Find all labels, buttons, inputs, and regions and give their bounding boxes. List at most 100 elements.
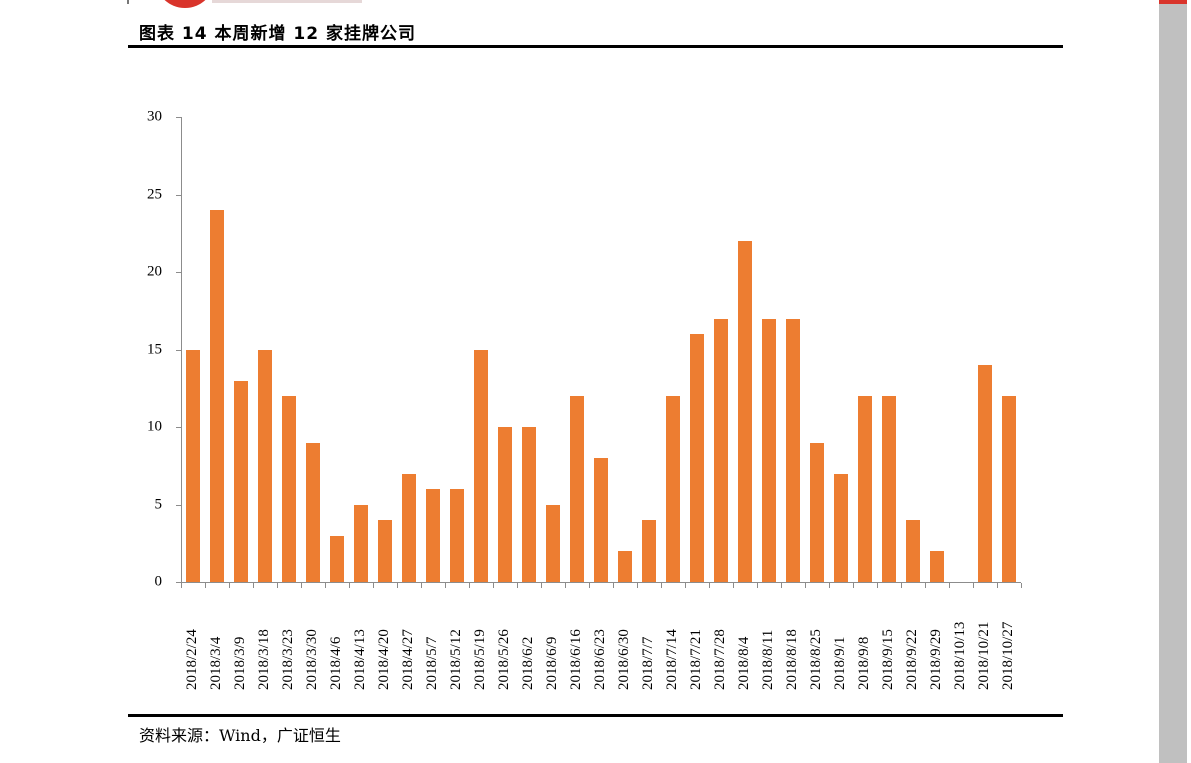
- x-tick-label: 2018/7/7: [640, 636, 656, 690]
- scrollbar-thumb[interactable]: [1159, 0, 1187, 4]
- y-tick-label: 5: [154, 496, 163, 512]
- x-tick-label: 2018/4/20: [376, 629, 392, 690]
- bar: [234, 380, 248, 582]
- x-tick: [829, 583, 830, 588]
- y-tick: [176, 427, 181, 428]
- x-tick-label: 2018/7/14: [664, 629, 680, 690]
- x-tick: [901, 583, 902, 588]
- source-note: 资料来源：Wind，广证恒生: [139, 726, 341, 745]
- bar: [354, 504, 368, 582]
- y-tick: [176, 117, 181, 118]
- bar: [378, 520, 392, 582]
- x-tick: [1021, 583, 1022, 588]
- x-tick: [445, 583, 446, 588]
- x-tick-label: 2018/6/2: [520, 636, 536, 690]
- bar: [546, 504, 560, 582]
- bar: [330, 535, 344, 582]
- x-tick-label: 2018/3/9: [232, 636, 248, 690]
- x-tick: [613, 583, 614, 588]
- x-tick: [757, 583, 758, 588]
- x-tick: [421, 583, 422, 588]
- bar: [810, 442, 824, 582]
- x-tick: [709, 583, 710, 588]
- x-tick: [397, 583, 398, 588]
- bar-chart: 0 5 10 15 20 25 30 2018/2/24 2018/3/4 2018/3/9 201…: [147, 108, 1022, 690]
- x-tick-label: 2018/3/30: [304, 629, 320, 690]
- x-tick: [997, 583, 998, 588]
- y-tick-label: 30: [147, 108, 162, 125]
- x-tick-label: 2018/9/15: [880, 629, 896, 690]
- bar: [738, 241, 752, 582]
- x-tick-label: 2018/10/27: [1000, 621, 1016, 690]
- chart-title: 图表 14 本周新增 12 家挂牌公司: [139, 24, 416, 44]
- x-tick-label: 2018/8/25: [808, 629, 824, 690]
- bar: [282, 396, 296, 582]
- bar: [690, 334, 704, 582]
- x-tick-label: 2018/6/9: [544, 636, 560, 690]
- bar: [906, 520, 920, 582]
- y-tick: [176, 349, 181, 351]
- x-tick-label: 2018/2/24: [184, 629, 200, 690]
- brand-logo-icon: [155, 0, 215, 8]
- y-tick-label: 0: [154, 573, 163, 590]
- bar: [618, 551, 632, 582]
- bar: [930, 551, 944, 582]
- x-tick-label: 2018/4/6: [328, 636, 344, 690]
- bar: [786, 318, 800, 582]
- x-tick-label: 2018/7/21: [688, 629, 704, 690]
- bar: [306, 442, 320, 582]
- x-tick-label: 2018/5/7: [424, 636, 440, 690]
- bar: [834, 473, 848, 582]
- x-tick-label: 2018/8/11: [760, 629, 776, 690]
- bar: [186, 349, 200, 582]
- x-tick: [253, 583, 254, 588]
- bar: [450, 489, 464, 582]
- bar: [210, 210, 224, 582]
- bar: [570, 396, 584, 582]
- x-tick: [373, 583, 374, 588]
- x-tick: [925, 583, 926, 588]
- x-tick-label: 2018/5/19: [472, 629, 488, 690]
- x-tick-label: 2018/10/13: [952, 621, 968, 690]
- bar: [642, 520, 656, 582]
- x-tick: [805, 583, 806, 588]
- scrollbar[interactable]: [1159, 0, 1187, 763]
- x-tick-label: 2018/9/1: [832, 636, 848, 690]
- bar: [474, 349, 488, 582]
- x-tick: [565, 583, 566, 588]
- x-tick: [949, 583, 950, 588]
- y-tick: [176, 272, 181, 273]
- x-tick: [733, 583, 734, 588]
- x-tick: [349, 583, 350, 588]
- bar: [402, 473, 416, 582]
- x-axis: [181, 582, 1021, 583]
- bar: [666, 396, 680, 582]
- x-tick-label: 2018/6/30: [616, 629, 632, 690]
- x-tick-label: 2018/4/13: [352, 629, 368, 690]
- bar: [594, 458, 608, 582]
- x-tick: [517, 583, 518, 588]
- x-tick-label: 2018/6/16: [568, 629, 584, 690]
- x-tick: [469, 583, 470, 588]
- bar: [426, 489, 440, 582]
- bar: [714, 318, 728, 582]
- y-tick-label: 25: [147, 186, 162, 202]
- x-tick-label: 2018/9/29: [928, 629, 944, 690]
- x-tick: [853, 583, 854, 588]
- x-tick-label: 2018/9/22: [904, 629, 920, 690]
- x-tick: [781, 583, 782, 588]
- x-tick-label: 2018/4/27: [400, 629, 416, 690]
- x-tick: [181, 583, 182, 588]
- x-tick-label: 2018/5/26: [496, 629, 512, 690]
- bar: [762, 318, 776, 582]
- x-tick: [541, 583, 542, 588]
- bar: [858, 396, 872, 582]
- x-tick: [301, 583, 302, 588]
- y-tick: [176, 582, 181, 583]
- x-tick: [661, 583, 662, 588]
- x-tick-label: 2018/3/4: [208, 636, 224, 690]
- x-tick-label: 2018/10/21: [976, 621, 992, 690]
- source-rule: [128, 714, 1063, 717]
- bar: [978, 365, 992, 582]
- y-axis: [181, 117, 182, 583]
